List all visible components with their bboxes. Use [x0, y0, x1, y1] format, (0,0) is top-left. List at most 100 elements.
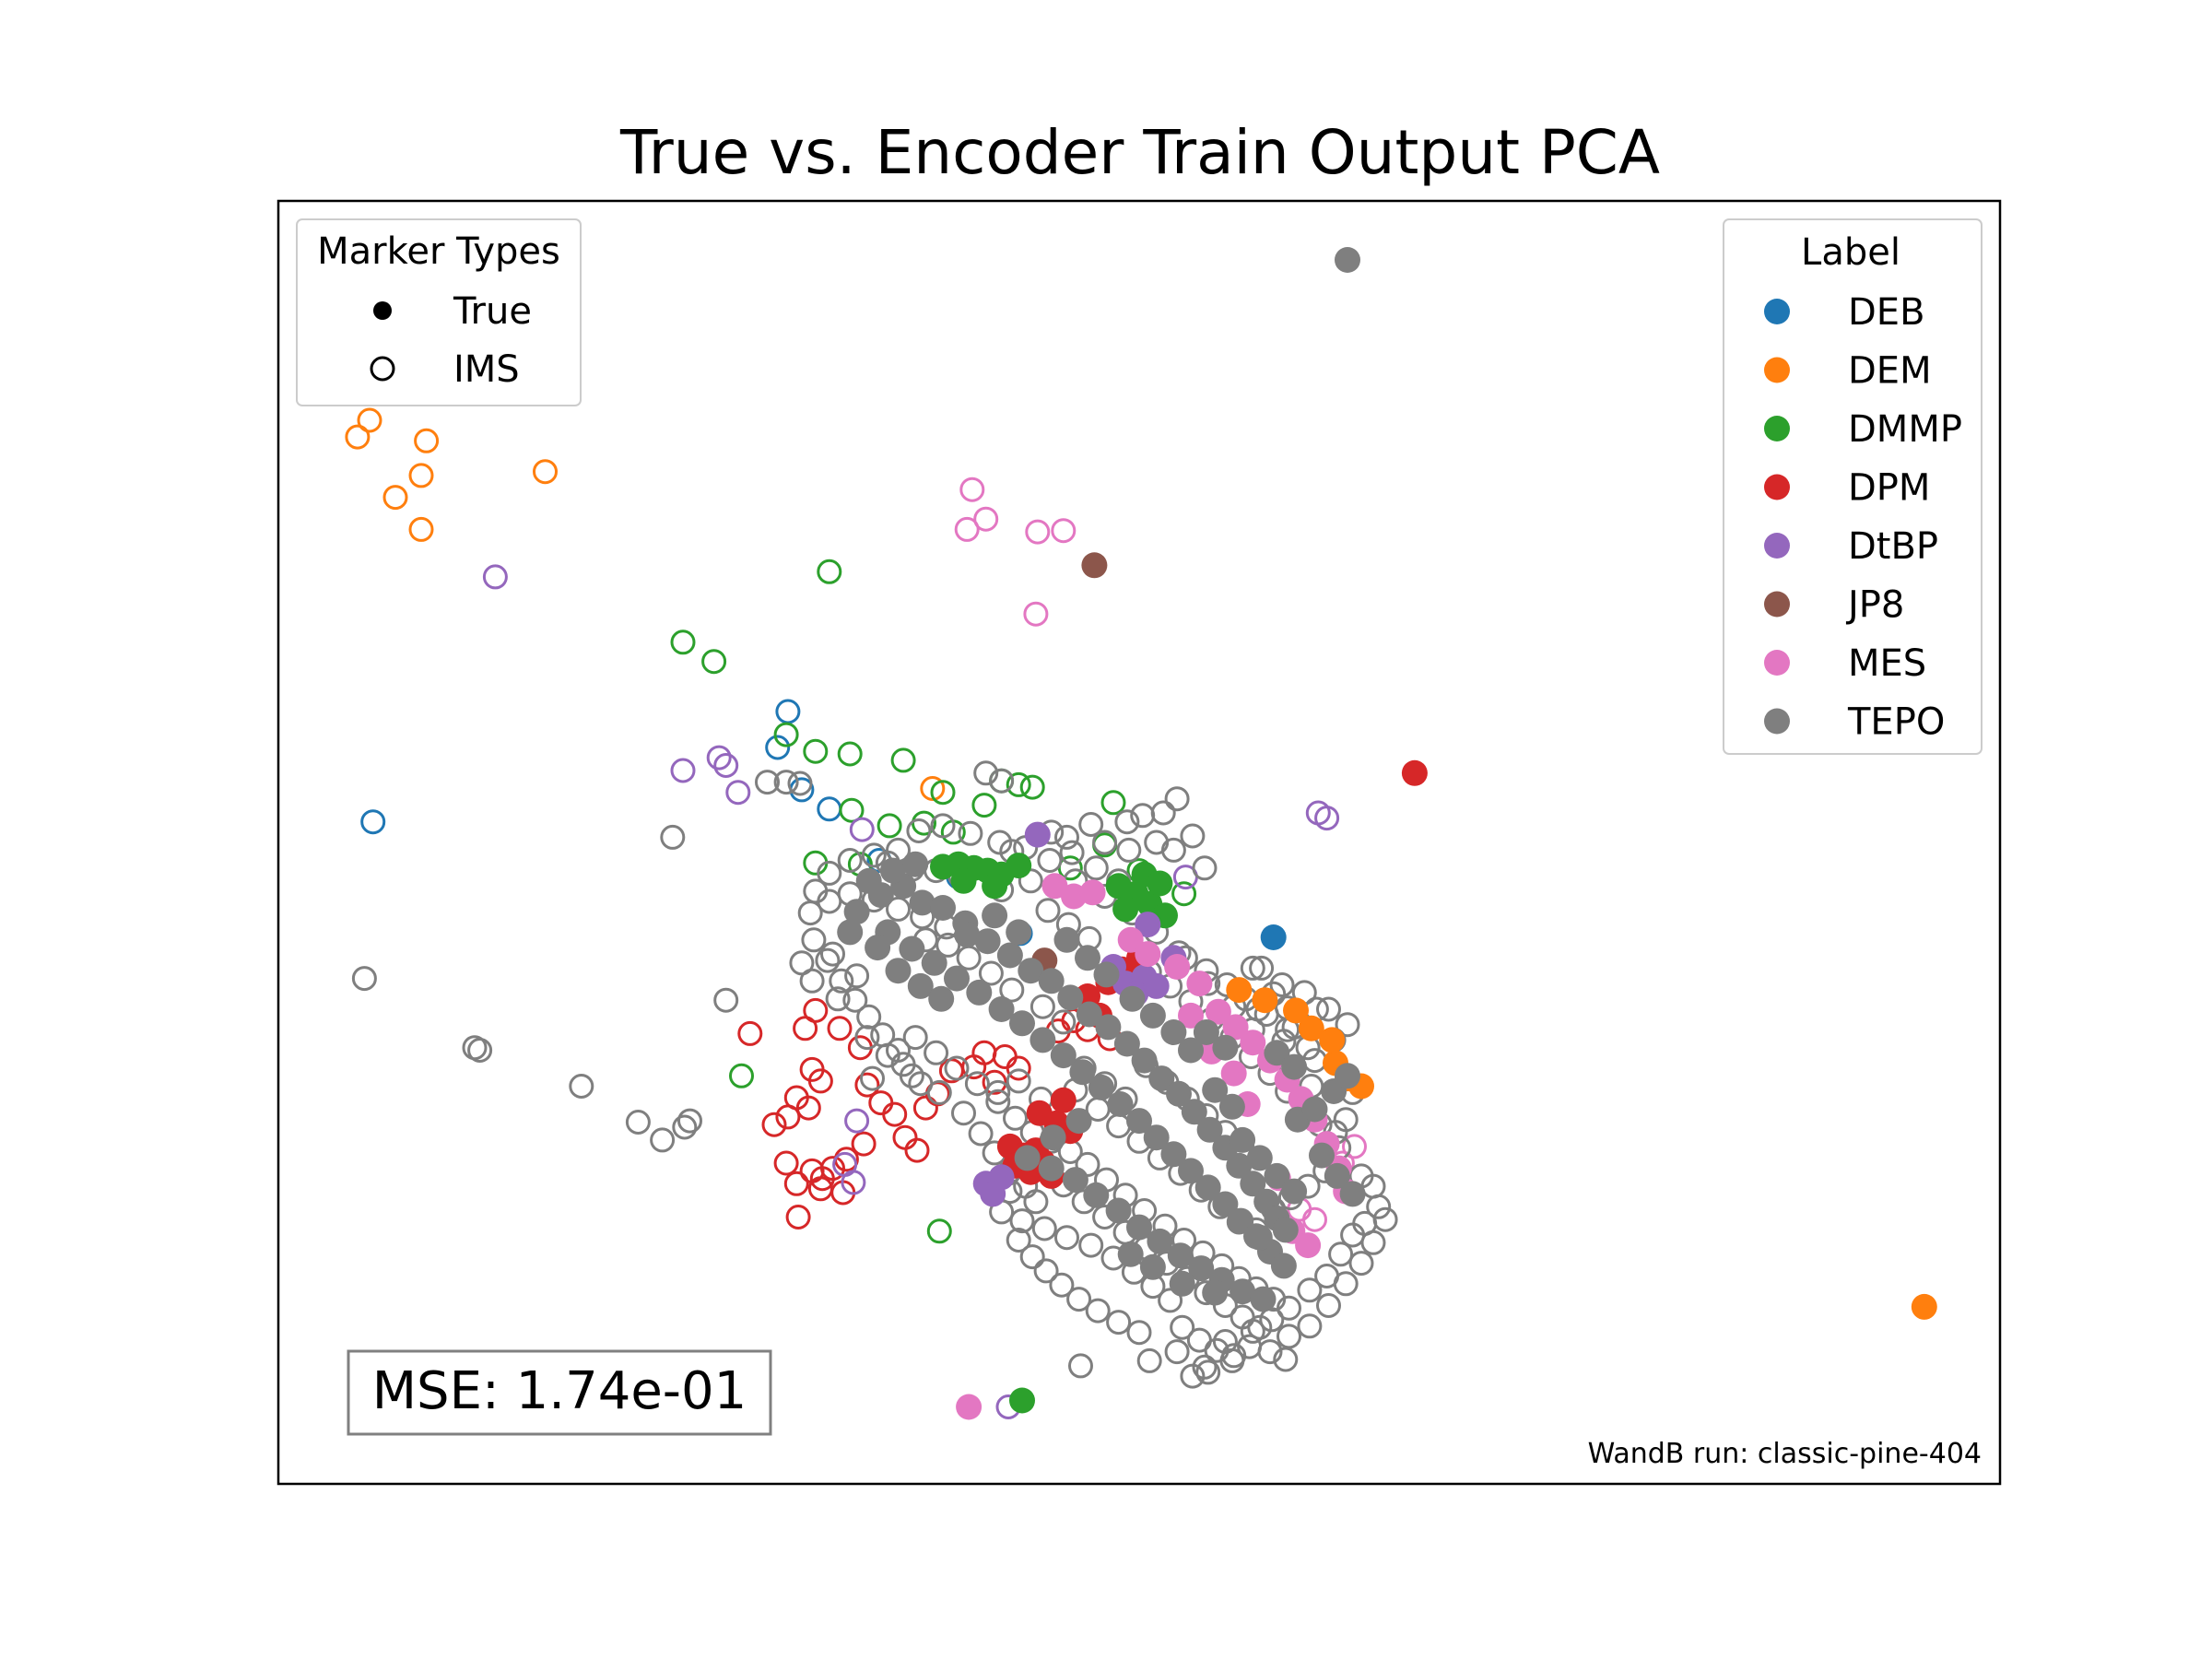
- ims-point-tepo: [820, 941, 845, 967]
- ims-point-mes: [1023, 601, 1049, 627]
- ims-point-tepo: [902, 1025, 928, 1051]
- series-ims-dtbp: [482, 564, 1340, 1419]
- true-point-tepo: [1281, 1053, 1308, 1080]
- ims-point-dpm: [761, 1112, 787, 1137]
- true-point-mes: [1079, 879, 1106, 906]
- ims-point-tepo: [1006, 1228, 1031, 1253]
- ims-point-tepo: [1033, 1258, 1059, 1284]
- true-point-tepo: [1178, 1158, 1204, 1184]
- true-point-tepo: [1250, 1286, 1277, 1312]
- true-point-tepo: [944, 965, 970, 992]
- true-point-tepo: [1335, 1063, 1360, 1089]
- ims-point-tepo: [569, 1074, 594, 1099]
- ims-point-dtbp: [849, 817, 875, 842]
- ims-point-mes: [1342, 1134, 1367, 1159]
- ims-point-dtbp: [725, 780, 751, 806]
- ims-point-dpm: [803, 997, 829, 1023]
- ims-point-tepo: [1078, 812, 1104, 837]
- ims-point-dmmp: [971, 793, 997, 818]
- wandb-run-label: WandB run: classic-pine-404: [1588, 1438, 1982, 1470]
- ims-point-tepo: [1116, 837, 1142, 863]
- ims-point-deb: [360, 809, 386, 835]
- ims-point-tepo: [1195, 1359, 1221, 1385]
- ims-point-tepo: [1192, 855, 1218, 881]
- true-point-tepo: [1083, 1182, 1110, 1208]
- legend-label-dem: DEM: [1848, 350, 1932, 393]
- true-point-tepo: [1053, 926, 1080, 953]
- ims-point-tepo: [1059, 840, 1085, 865]
- ims-point-tepo: [964, 1071, 990, 1097]
- ims-point-tepo: [467, 1038, 493, 1063]
- true-point-dem: [1226, 977, 1253, 1004]
- true-point-dmmp: [950, 867, 977, 894]
- true-point-tepo: [843, 899, 870, 925]
- true-point-tepo: [1075, 945, 1100, 971]
- ims-point-tepo: [1372, 1206, 1398, 1232]
- ims-point-dem: [382, 485, 408, 511]
- ims-point-tepo: [817, 888, 842, 914]
- true-point-tepo: [1281, 1178, 1308, 1205]
- true-point-tepo: [982, 902, 1008, 929]
- ims-point-dmmp: [1006, 771, 1031, 797]
- ims-point-tepo: [856, 1004, 882, 1030]
- series-true-tepo: [837, 247, 1366, 1312]
- true-point-tepo: [1018, 958, 1044, 984]
- legend-swatch-dpm: [1764, 474, 1790, 500]
- ims-point-dtbp: [832, 1151, 858, 1177]
- ims-point-dtbp: [844, 1108, 870, 1134]
- ims-point-dem: [533, 459, 558, 485]
- ims-point-dem: [408, 516, 434, 542]
- true-point-tepo: [954, 922, 981, 948]
- true-point-tepo: [1230, 1278, 1256, 1305]
- ims-point-tepo: [842, 987, 868, 1013]
- ims-point-tepo: [773, 770, 799, 795]
- ims-point-dpm: [971, 1040, 997, 1065]
- true-point-mes: [1186, 971, 1213, 997]
- legend-label-dpm: DPM: [1848, 467, 1930, 510]
- ims-point-mes: [954, 516, 980, 542]
- ims-point-dmmp: [877, 813, 902, 839]
- true-point-dmmp: [1112, 896, 1139, 923]
- ims-point-dmmp: [1171, 881, 1197, 907]
- ims-point-tepo: [1009, 1208, 1035, 1234]
- true-point-tepo: [865, 935, 891, 961]
- ims-point-dmmp: [839, 797, 865, 823]
- true-point-tepo: [1301, 1096, 1328, 1123]
- ims-point-tepo: [1106, 1310, 1132, 1335]
- ims-point-tepo: [1348, 1251, 1374, 1277]
- true-point-dem: [1252, 987, 1278, 1014]
- true-point-tepo: [879, 857, 906, 884]
- true-point-dtbp: [1143, 972, 1170, 999]
- true-point-mes: [1222, 1014, 1249, 1041]
- true-point-dpm: [1050, 1087, 1077, 1113]
- true-point-tepo: [1147, 1228, 1173, 1254]
- true-point-dem: [1319, 1027, 1346, 1053]
- ims-point-tepo: [1297, 1313, 1323, 1339]
- ims-point-tepo: [1333, 1271, 1359, 1297]
- ims-point-mes: [1302, 1206, 1327, 1232]
- ims-point-tepo: [951, 1100, 976, 1126]
- legend-label-jp8: JP8: [1845, 584, 1904, 627]
- series-true-deb: [1260, 924, 1287, 950]
- ims-point-tepo: [1150, 800, 1176, 826]
- mse-annotation: MSE: 1.74e-01: [347, 1349, 772, 1436]
- ims-point-mes: [973, 506, 999, 532]
- ims-point-tepo: [1160, 837, 1186, 863]
- ims-point-mes: [959, 477, 985, 502]
- ims-point-tepo: [837, 848, 863, 873]
- true-point-tepo: [1057, 984, 1084, 1011]
- ims-point-dtbp: [670, 758, 696, 783]
- ims-point-tepo: [1219, 1347, 1245, 1373]
- true-point-dem: [1911, 1293, 1937, 1320]
- true-point-tepo: [1264, 1040, 1290, 1066]
- ims-point-tepo: [797, 900, 823, 926]
- true-point-mes: [1240, 1030, 1266, 1056]
- ims-point-dtbp: [1314, 806, 1340, 831]
- true-point-tepo: [1230, 1126, 1256, 1153]
- ims-point-tepo: [999, 977, 1025, 1003]
- true-point-tepo: [1246, 1145, 1273, 1171]
- legend-swatch-dmmp: [1764, 416, 1790, 441]
- ims-point-tepo: [958, 820, 983, 846]
- true-point-tepo: [1226, 1152, 1253, 1179]
